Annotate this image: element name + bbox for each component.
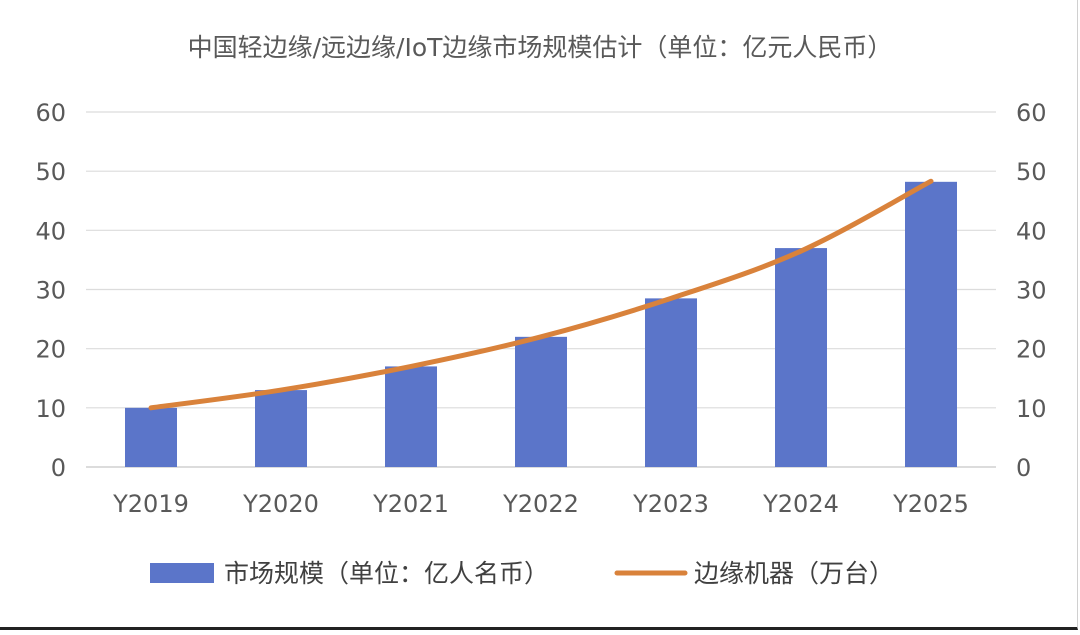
right-axis-tick-label: 0 (1016, 454, 1031, 482)
right-axis-tick-label: 60 (1016, 99, 1047, 127)
legend: 市场规模（单位：亿人名币） 边缘机器（万台） (150, 559, 894, 588)
x-axis-ticks: Y2019 Y2020 Y2021 Y2022 Y2023 Y2024 Y2025 (112, 490, 969, 518)
left-axis-ticks: 0 10 20 30 40 50 60 (35, 99, 66, 482)
x-axis-tick-label: Y2023 (632, 490, 709, 518)
bar-Y2025 (905, 181, 957, 468)
bar-Y2023 (645, 298, 697, 467)
line-series (148, 178, 934, 411)
line-path (148, 178, 934, 411)
left-axis-tick-label: 0 (51, 454, 66, 482)
x-axis-tick-label: Y2020 (242, 490, 319, 518)
bar-series (125, 181, 957, 468)
legend-line-label: 边缘机器（万台） (694, 559, 894, 588)
bar-Y2021 (385, 366, 437, 467)
bar-Y2019 (125, 407, 177, 467)
left-axis-tick-label: 20 (35, 336, 66, 364)
bar-Y2024 (775, 248, 827, 467)
right-axis-tick-label: 50 (1016, 158, 1047, 186)
x-axis-tick-label: Y2021 (372, 490, 449, 518)
legend-bar-label: 市场规模（单位：亿人名币） (224, 559, 549, 588)
bar-Y2020 (255, 390, 307, 467)
x-axis-tick-label: Y2024 (762, 490, 839, 518)
x-axis-tick-label: Y2019 (112, 490, 189, 518)
x-axis-tick-label: Y2022 (502, 490, 579, 518)
x-axis-tick-label: Y2025 (892, 490, 969, 518)
left-axis-tick-label: 30 (35, 277, 66, 305)
bar-Y2022 (515, 336, 567, 467)
left-axis-tick-label: 40 (35, 217, 66, 245)
legend-bar-swatch (150, 563, 214, 583)
right-axis-tick-label: 20 (1016, 336, 1047, 364)
left-axis-tick-label: 60 (35, 99, 66, 127)
chart-title: 中国轻边缘/远边缘/IoT边缘市场规模估计（单位：亿元人民币） (188, 33, 893, 62)
left-axis-tick-label: 10 (35, 395, 66, 423)
right-axis-ticks: 0 10 20 30 40 50 60 (1016, 99, 1047, 482)
right-axis-tick-label: 10 (1016, 395, 1047, 423)
left-axis-tick-label: 50 (35, 158, 66, 186)
right-axis-tick-label: 30 (1016, 277, 1047, 305)
right-axis-tick-label: 40 (1016, 217, 1047, 245)
